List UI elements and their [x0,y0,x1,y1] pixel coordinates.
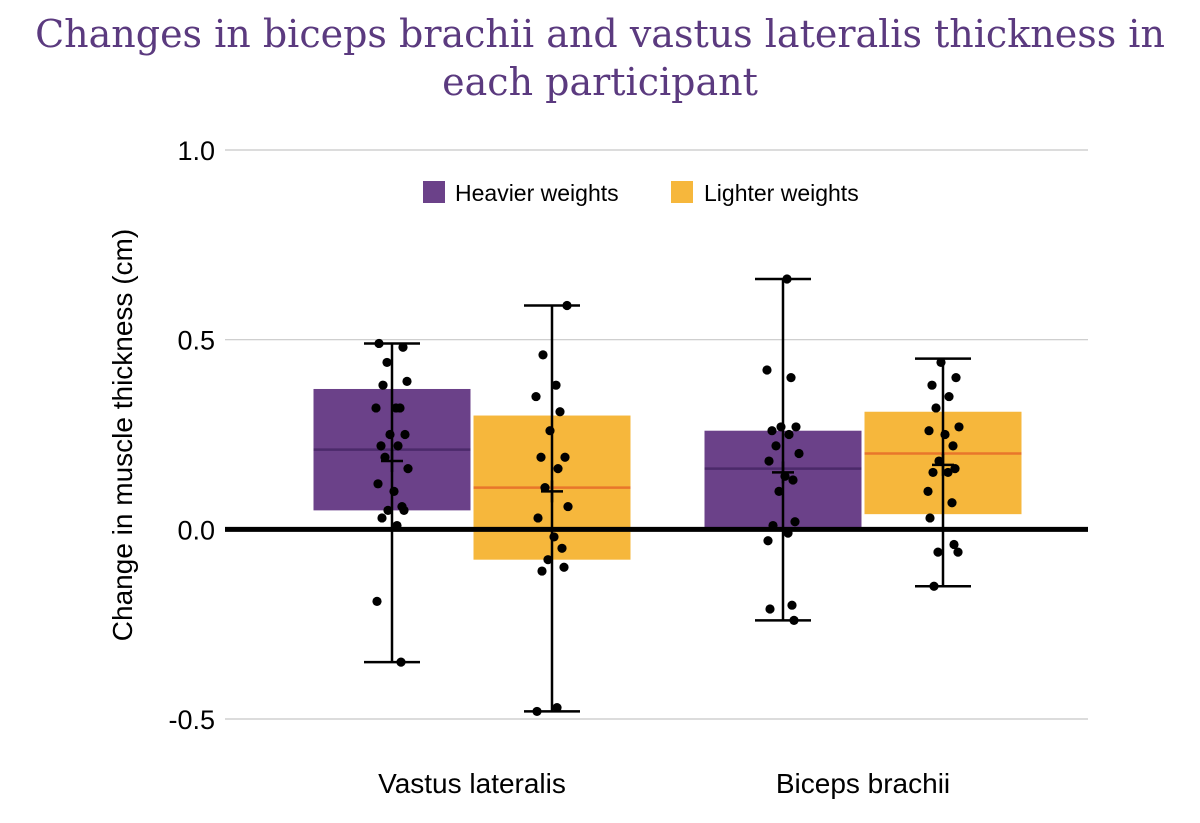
data-point [543,555,553,565]
data-point [948,441,958,451]
data-point [953,547,963,557]
data-point [943,467,953,478]
data-point [372,596,382,607]
data-point [536,452,546,462]
x-axis-category-labels: Vastus lateralis Biceps brachii [378,768,950,799]
chart-title: Changes in biceps brachii and vastus lat… [35,12,1165,104]
data-point [927,380,937,390]
data-point [540,483,550,493]
data-point [376,441,386,451]
data-point [396,657,406,667]
data-point [763,536,773,546]
data-point [788,475,798,485]
data-point [549,532,559,542]
data-point [774,486,784,496]
data-point [783,528,793,538]
data-point [382,357,392,368]
data-point [559,562,569,572]
data-point [562,300,572,311]
data-point [764,456,774,466]
data-point [768,520,778,531]
data-point [947,498,957,508]
data-point [389,486,399,496]
category-label: Vastus lateralis [378,768,566,799]
data-point [393,441,403,451]
y-tick-label: 0.0 [177,515,215,545]
data-point [560,452,570,462]
data-point [790,517,800,527]
data-point [555,407,565,417]
data-point [762,365,772,375]
legend-swatch-lighter [671,181,693,203]
data-point [789,615,799,625]
data-point [553,464,563,474]
data-point [782,274,792,284]
data-point [552,703,562,713]
boxes [313,388,1022,560]
data-point [400,429,410,440]
data-point [771,441,781,451]
data-point [532,706,542,717]
data-point [954,422,964,432]
data-point [392,520,402,531]
data-point [551,380,561,390]
data-point [950,464,960,474]
data-point [767,426,777,436]
data-points [371,274,964,717]
data-point [537,566,547,576]
data-point [776,422,786,432]
data-point [377,513,387,523]
data-point [383,505,393,515]
legend-label-lighter: Lighter weights [704,180,859,206]
data-point [940,429,950,440]
data-point [538,350,548,360]
data-point [951,373,961,383]
data-point [794,448,804,459]
category-label: Biceps brachii [776,768,950,799]
data-point [563,501,573,512]
data-point [385,429,395,440]
legend-label-heavier: Heavier weights [455,180,619,206]
legend: Heavier weights Lighter weights [423,180,859,206]
data-point [787,600,797,610]
data-point [403,464,413,474]
data-point [780,471,790,481]
data-point [531,391,541,402]
data-point [784,429,794,440]
data-point [786,373,796,383]
legend-swatch-heavier [423,181,445,203]
data-point [791,422,801,432]
data-point [373,479,383,489]
data-point [934,456,944,466]
data-point [929,581,939,591]
data-point [923,486,933,496]
y-tick-label: -0.5 [168,705,215,735]
y-tick-label: 1.0 [177,136,215,166]
data-point [533,513,543,523]
data-point [944,391,954,402]
data-point [765,604,775,614]
data-point [936,357,946,368]
data-point [925,513,935,523]
data-point [931,403,941,413]
data-point [557,543,567,553]
y-axis-label: Change in muscle thickness (cm) [107,229,138,641]
data-point [380,452,390,462]
y-tick-label: 0.5 [177,326,215,356]
data-point [399,505,409,515]
data-point [933,547,943,557]
data-point [378,380,388,390]
data-point [395,403,405,413]
data-point [398,342,408,352]
data-point [928,467,938,478]
data-point [371,403,381,413]
y-axis-tick-labels: 1.0 0.5 0.0 -0.5 [168,136,215,735]
data-point [949,539,959,550]
data-point [374,338,384,349]
data-point [545,426,555,436]
data-point [402,376,412,386]
data-point [924,426,934,436]
